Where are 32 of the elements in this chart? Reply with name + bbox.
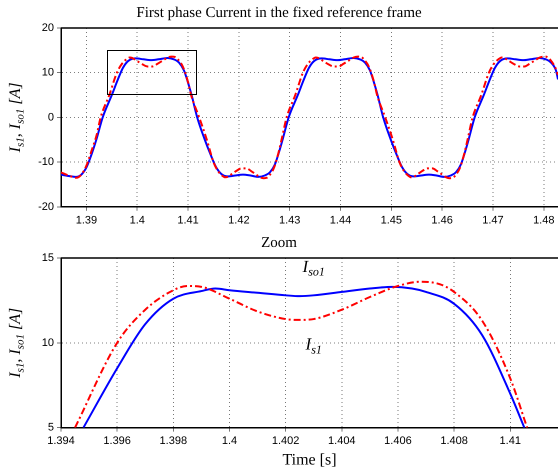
y-tick-label: 10 [42,336,54,349]
x-tick-label: 1.402 [272,435,300,448]
x-tick-label: 1.47 [482,214,504,226]
x-tick-label: 1.43 [278,214,300,226]
y-tick-label: 10 [42,66,54,79]
x-tick-label: 1.398 [160,435,188,448]
x-tick-label: 1.39 [76,214,98,226]
x-tick-label: 1.406 [384,435,412,448]
x-tick-label: 1.42 [228,214,250,226]
y-tick-label: -10 [38,156,54,168]
y-tick-label: 20 [42,22,54,34]
x-tick-label: 1.4 [130,214,145,226]
x-tick-label: 1.44 [330,214,352,226]
x-tick-label: 1.404 [328,435,356,448]
x-axis-title: Time [s] [282,452,337,469]
chart-title: First phase Current in the fixed reference frame [136,4,422,21]
chart-title: Zoom [261,234,298,251]
x-tick-label: 1.48 [533,214,554,226]
x-tick-label: 1.394 [47,435,75,448]
x-tick-label: 1.408 [440,435,468,448]
x-tick-label: 1.41 [177,214,199,226]
y-tick-label: 5 [48,422,54,434]
x-tick-label: 1.45 [380,214,402,226]
y-axis-title: Is1, Iso1 [A] [7,308,27,379]
y-tick-label: 15 [42,252,54,264]
x-tick-label: 1.396 [103,435,131,448]
x-tick-label: 1.4 [222,435,238,448]
x-tick-label: 1.41 [500,435,521,448]
x-tick-label: 1.46 [431,214,453,226]
y-tick-label: -20 [38,200,54,213]
y-tick-label: 0 [48,111,54,124]
y-axis-title: Is1, Iso1 [A] [7,82,27,154]
